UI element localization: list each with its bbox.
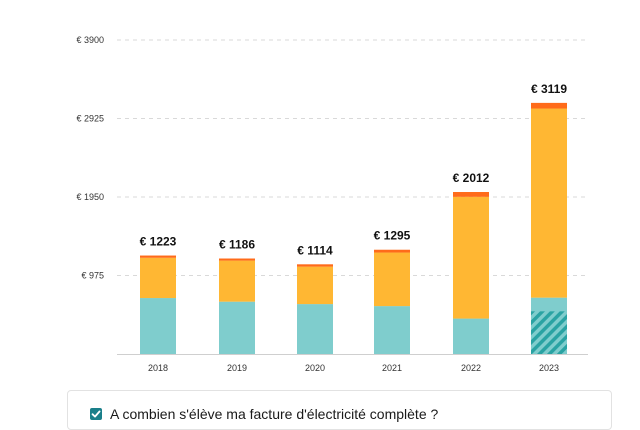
x-axis-ticks: 2018 2019 2020 2021 2022 2023 xyxy=(148,363,559,373)
x-tick-label: 2019 xyxy=(227,363,247,373)
bar-segment-2018-0 xyxy=(140,298,176,354)
bar-segment-2019-0 xyxy=(219,301,255,354)
y-tick-label: € 3900 xyxy=(76,35,104,45)
bar-segment-2020-0 xyxy=(297,304,333,354)
bars xyxy=(140,102,567,354)
checkmark-icon xyxy=(91,410,101,418)
total-label: € 2012 xyxy=(453,171,490,185)
x-tick-label: 2023 xyxy=(539,363,559,373)
y-tick-label: € 1950 xyxy=(76,192,104,202)
bar-segment-2023-2 xyxy=(531,102,567,109)
info-question: A combien s'élève ma facture d'électrici… xyxy=(110,406,439,422)
bar-segment-2020-2 xyxy=(297,264,333,267)
x-tick-label: 2021 xyxy=(382,363,402,373)
bar-segment-2022-0 xyxy=(453,318,489,354)
total-label: € 1186 xyxy=(219,238,255,252)
bar-segment-2021-0 xyxy=(374,306,410,354)
bar-segment-2021-1 xyxy=(374,252,410,307)
bar-segment-2018-1 xyxy=(140,257,176,299)
bar-segment-2021-2 xyxy=(374,249,410,253)
y-axis-ticks: € 975 € 1950 € 2925 € 3900 xyxy=(76,35,104,281)
total-label: € 1295 xyxy=(374,229,411,243)
total-labels: € 1223 € 1186 € 1114 € 1295 € 2012 € 3119 xyxy=(140,82,568,257)
bar-segment-2019-2 xyxy=(219,258,255,261)
checkbox[interactable] xyxy=(90,408,102,420)
x-tick-label: 2020 xyxy=(305,363,325,373)
total-label: € 1223 xyxy=(140,235,177,249)
bar-segment-2018-2 xyxy=(140,255,176,258)
bar-segment-2022-1 xyxy=(453,196,489,319)
x-tick-label: 2018 xyxy=(148,363,168,373)
bar-chart: € 975 € 1950 € 2925 € 3900 € 1223 € 1186 € 11… xyxy=(76,35,588,373)
bar-segment-2023-1 xyxy=(531,108,567,298)
total-label: € 1114 xyxy=(297,243,333,257)
bar-segment-hatched-2023 xyxy=(531,311,567,354)
y-tick-label: € 2925 xyxy=(76,114,104,124)
x-tick-label: 2022 xyxy=(461,363,481,373)
y-tick-label: € 975 xyxy=(81,271,104,281)
bar-segment-2022-2 xyxy=(453,192,489,197)
info-row[interactable]: A combien s'élève ma facture d'électrici… xyxy=(90,406,438,422)
total-label: € 3119 xyxy=(531,82,567,96)
bar-segment-2020-1 xyxy=(297,266,333,305)
info-card[interactable]: A combien s'élève ma facture d'électrici… xyxy=(67,390,612,430)
bar-segment-2019-1 xyxy=(219,260,255,302)
grid-lines xyxy=(117,39,588,355)
